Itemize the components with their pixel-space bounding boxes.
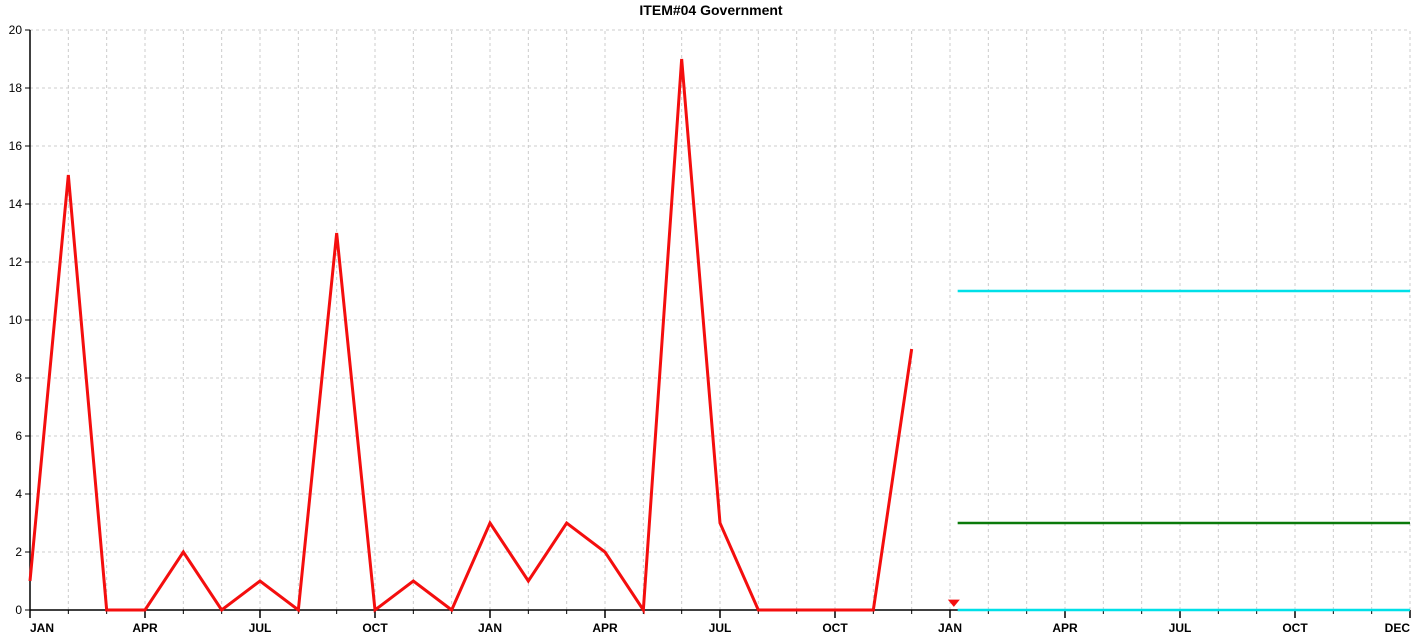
x-tick-label: JAN: [478, 621, 502, 635]
y-tick-label: 12: [9, 255, 23, 269]
y-tick-label: 4: [15, 487, 22, 501]
y-tick-label: 8: [15, 371, 22, 385]
x-tick-label: DEC: [1385, 621, 1411, 635]
x-tick-label: APR: [132, 621, 158, 635]
x-tick-label: JUL: [249, 621, 272, 635]
x-tick-label: JUL: [709, 621, 732, 635]
y-tick-label: 20: [9, 23, 23, 37]
x-tick-label: JAN: [30, 621, 54, 635]
y-tick-label: 10: [9, 313, 23, 327]
y-tick-label: 6: [15, 429, 22, 443]
x-tick-label: APR: [1052, 621, 1078, 635]
x-tick-label: OCT: [1282, 621, 1308, 635]
series-red-line: [30, 59, 912, 610]
x-tick-label: OCT: [362, 621, 388, 635]
x-tick-label: JUL: [1169, 621, 1192, 635]
chart-container: ITEM#04 Government 02468101214161820JANA…: [0, 0, 1422, 642]
y-tick-label: 0: [15, 603, 22, 617]
y-tick-label: 2: [15, 545, 22, 559]
x-tick-label: OCT: [822, 621, 848, 635]
y-tick-label: 16: [9, 139, 23, 153]
y-tick-label: 14: [9, 197, 23, 211]
chart-svg: 0 2 4 6 8 10 12 14 16 18 20 JAN APR JUL OCT JAN APR JUL OC…: [0, 0, 1422, 642]
y-tick-label: 18: [9, 81, 23, 95]
x-tick-label: JAN: [938, 621, 962, 635]
x-tick-label: APR: [592, 621, 618, 635]
